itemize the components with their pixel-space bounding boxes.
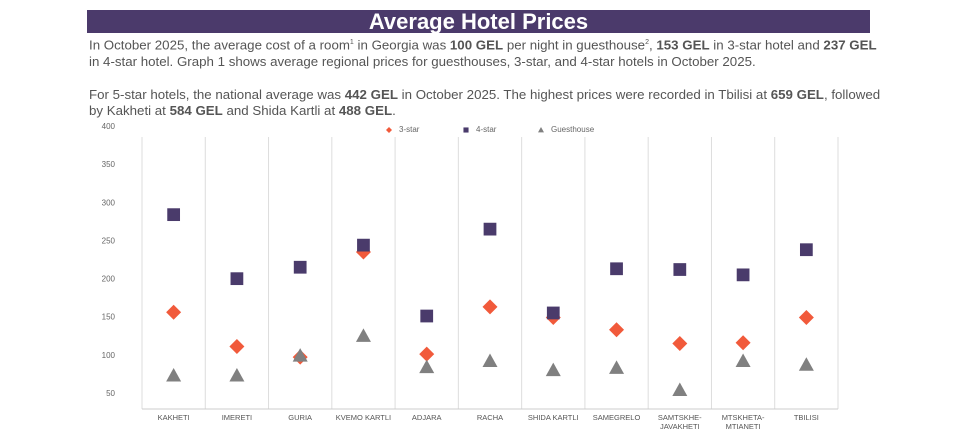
y-tick-label: 200	[102, 275, 116, 284]
paragraph: In October 2025, the average cost of a r…	[89, 35, 884, 70]
legend-label: 4-star	[476, 125, 497, 134]
text: in 4-star hotel. Graph 1 shows average r…	[89, 53, 756, 69]
point	[482, 299, 498, 315]
text: , followed by Kakheti at	[89, 86, 881, 119]
text: For 5-star hotels, the national average …	[89, 86, 345, 102]
x-tick-label: SAMEGRELO	[592, 413, 641, 422]
point	[166, 367, 182, 382]
x-tick-label: MTSKHETA-MTIANETI	[721, 413, 765, 431]
point	[229, 367, 245, 382]
point	[229, 339, 245, 355]
legend-marker	[386, 127, 392, 133]
x-tick-label: RACHA	[476, 413, 504, 422]
x-tick-label: KVEMO KARTLI	[335, 413, 392, 422]
point	[355, 328, 371, 342]
point	[610, 262, 623, 276]
x-tick-label: IMERETI	[221, 413, 253, 422]
point	[609, 360, 625, 374]
point	[420, 309, 434, 323]
legend-label: Guesthouse	[551, 125, 595, 134]
point	[167, 208, 181, 222]
legend-marker	[463, 127, 469, 133]
highlight: 153 GEL	[656, 37, 710, 53]
point	[735, 335, 751, 351]
point	[546, 306, 560, 320]
text: .	[392, 103, 396, 119]
text: and Shida Kartli at	[222, 103, 339, 119]
text: in 3-star hotel and	[709, 37, 824, 53]
point	[293, 260, 307, 274]
point	[357, 238, 370, 252]
point	[483, 222, 497, 236]
point	[166, 304, 182, 320]
y-tick-label: 50	[106, 389, 115, 398]
point	[230, 272, 244, 286]
paragraph: For 5-star hotels, the national average …	[89, 87, 884, 120]
text: in Georgia was	[353, 37, 450, 53]
y-tick-label: 100	[102, 351, 116, 360]
text: per night in guesthouse	[503, 37, 646, 53]
highlight: 237 GEL	[823, 37, 877, 53]
footnote-ref: 2	[645, 39, 649, 46]
footnote-ref: 1	[349, 39, 354, 46]
x-tick-label: SHIDA KARTLI	[527, 413, 579, 422]
x-tick-label: GURIA	[288, 413, 313, 422]
highlight: 442 GEL	[344, 86, 398, 102]
highlight: 584 GEL	[169, 103, 223, 119]
point	[672, 382, 688, 396]
point	[545, 362, 561, 377]
point	[736, 268, 750, 282]
x-tick-label: TBILISI	[793, 413, 819, 422]
y-tick-label: 400	[102, 122, 116, 131]
point	[798, 310, 814, 326]
highlight: 659 GEL	[770, 86, 824, 102]
highlight: 488 GEL	[338, 103, 393, 119]
page-title: Average Hotel Prices	[87, 10, 870, 34]
y-tick-label: 300	[102, 198, 116, 207]
x-tick-label: KAKHETI	[157, 413, 190, 422]
x-tick-label: SAMTSKHE-JAVAKHETI	[657, 413, 702, 431]
point	[609, 322, 625, 338]
body-text: In October 2025, the average cost of a r…	[89, 35, 884, 136]
point	[292, 348, 308, 362]
highlight: 100 GEL	[449, 37, 504, 53]
point	[798, 357, 814, 371]
x-tick-label: ADJARA	[411, 413, 442, 422]
point	[672, 335, 688, 351]
text: In October 2025, the average cost of a r…	[89, 37, 350, 53]
point	[482, 353, 498, 367]
legend-label: 3-star	[399, 125, 420, 134]
y-tick-label: 150	[102, 313, 116, 322]
point	[419, 346, 435, 362]
y-tick-label: 250	[102, 236, 116, 245]
text: ,	[648, 37, 657, 53]
point	[673, 263, 687, 276]
text: in October 2025. The highest prices were…	[397, 86, 771, 102]
point	[419, 359, 435, 374]
point	[799, 243, 813, 257]
legend-marker	[538, 127, 544, 133]
y-tick-label: 350	[102, 160, 116, 169]
point	[735, 353, 751, 367]
